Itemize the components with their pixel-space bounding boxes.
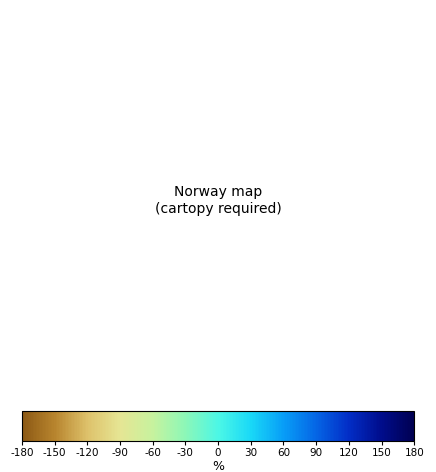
X-axis label: %: %: [212, 460, 224, 472]
Text: Norway map
(cartopy required): Norway map (cartopy required): [155, 185, 281, 216]
